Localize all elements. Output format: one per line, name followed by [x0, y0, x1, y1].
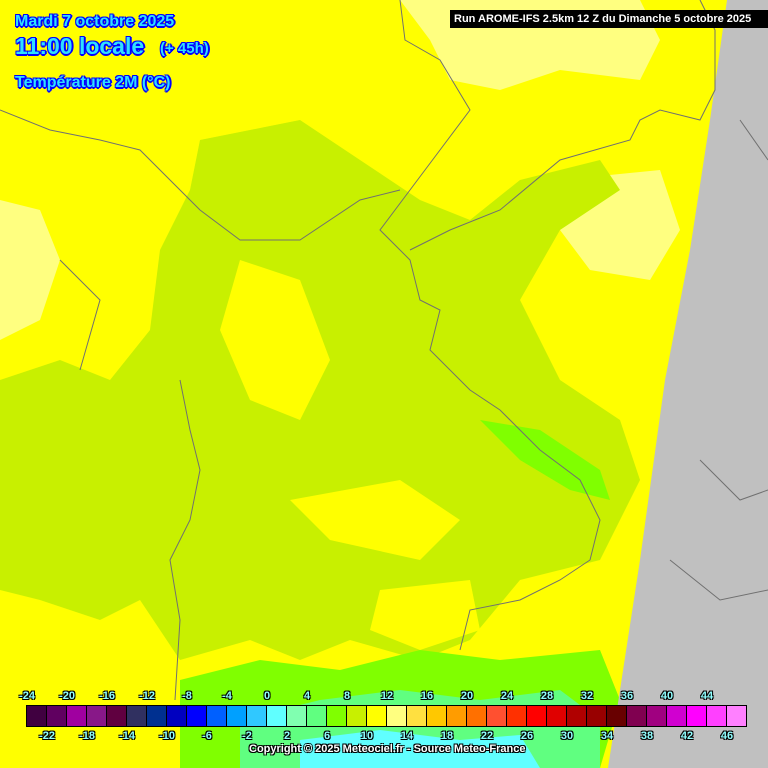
color-scale-cell — [627, 706, 647, 726]
color-scale-cell — [467, 706, 487, 726]
color-scale-cell — [307, 706, 327, 726]
scale-label-top: 32 — [580, 690, 594, 702]
scale-label-top: -24 — [19, 690, 35, 702]
scale-label-bottom: 14 — [400, 730, 414, 742]
color-scale-cell — [287, 706, 307, 726]
scale-label-bottom: 6 — [323, 730, 331, 742]
cooler-zone-east — [480, 420, 610, 500]
color-scale-cell — [247, 706, 267, 726]
scale-label-bottom: 46 — [720, 730, 734, 742]
scale-label-bottom: 22 — [480, 730, 494, 742]
color-scale-cell — [107, 706, 127, 726]
scale-label-bottom: 10 — [360, 730, 374, 742]
scale-label-top: 8 — [343, 690, 351, 702]
scale-label-top: -12 — [139, 690, 155, 702]
scale-label-bottom: 18 — [440, 730, 454, 742]
warm-patch-center — [220, 260, 330, 420]
color-scale-cell — [427, 706, 447, 726]
scale-label-top: 40 — [660, 690, 674, 702]
color-scale-cell — [507, 706, 527, 726]
scale-label-bottom: 42 — [680, 730, 694, 742]
color-scale-cell — [447, 706, 467, 726]
color-scale-cell — [727, 706, 746, 726]
color-scale-cell — [207, 706, 227, 726]
scale-label-top: -20 — [59, 690, 75, 702]
color-scale-cell — [267, 706, 287, 726]
color-scale-cell — [527, 706, 547, 726]
color-scale-cell — [347, 706, 367, 726]
scale-label-top: 12 — [380, 690, 394, 702]
scale-label-bottom: 26 — [520, 730, 534, 742]
color-scale-cell — [667, 706, 687, 726]
color-scale-cell — [327, 706, 347, 726]
scale-label-top: 44 — [700, 690, 714, 702]
scale-label-bottom: -10 — [159, 730, 175, 742]
forecast-date: Mardi 7 octobre 2025 — [15, 13, 175, 30]
color-scale-cell — [607, 706, 627, 726]
color-scale-cell — [547, 706, 567, 726]
color-scale-cell — [567, 706, 587, 726]
color-scale-cell — [47, 706, 67, 726]
scale-label-bottom: -2 — [242, 730, 252, 742]
color-scale-cell — [187, 706, 207, 726]
colder-zone-mountains — [300, 730, 540, 768]
color-scale-cell — [227, 706, 247, 726]
scale-label-top: 16 — [420, 690, 434, 702]
scale-label-top: 28 — [540, 690, 554, 702]
scale-label-top: -4 — [222, 690, 232, 702]
warm-patch-southeast — [370, 580, 480, 650]
borders — [0, 0, 768, 701]
color-scale-cell — [487, 706, 507, 726]
scale-label-bottom: 30 — [560, 730, 574, 742]
scale-label-top: -16 — [99, 690, 115, 702]
scale-label-top: 24 — [500, 690, 514, 702]
outside-domain — [608, 0, 768, 768]
color-scale-cell — [687, 706, 707, 726]
mild-zone-west — [0, 200, 60, 340]
color-scale-cell — [167, 706, 187, 726]
scale-label-top: -8 — [182, 690, 192, 702]
color-scale-cell — [367, 706, 387, 726]
color-scale-cell — [407, 706, 427, 726]
copyright-text: Copyright © 2025 Meteociel.fr - Source M… — [249, 743, 526, 755]
color-scale-cell — [87, 706, 107, 726]
scale-label-top: 0 — [263, 690, 271, 702]
forecast-time: 11:00 locale — [15, 33, 145, 59]
cool-zone-center — [0, 120, 640, 660]
forecast-lead-time: (+ 45h) — [160, 40, 209, 57]
parameter-title: Température 2M (°C) — [15, 74, 171, 91]
color-scale-cell — [67, 706, 87, 726]
color-scale-cell — [147, 706, 167, 726]
color-scale-cell — [387, 706, 407, 726]
scale-label-top: 20 — [460, 690, 474, 702]
color-scale-cell — [587, 706, 607, 726]
color-scale-cell — [127, 706, 147, 726]
color-scale-cell — [707, 706, 727, 726]
scale-label-bottom: -22 — [39, 730, 55, 742]
color-scale-cell — [27, 706, 47, 726]
color-scale-bar — [26, 705, 747, 727]
scale-label-bottom: 34 — [600, 730, 614, 742]
model-run-label: Run AROME-IFS 2.5km 12 Z du Dimanche 5 o… — [450, 10, 768, 28]
color-scale-cell — [647, 706, 667, 726]
scale-label-bottom: -6 — [202, 730, 212, 742]
scale-label-bottom: -18 — [79, 730, 95, 742]
scale-label-bottom: -14 — [119, 730, 135, 742]
scale-label-top: 36 — [620, 690, 634, 702]
warm-patch-south — [290, 480, 460, 560]
scale-label-top: 4 — [303, 690, 311, 702]
scale-label-bottom: 2 — [283, 730, 291, 742]
scale-label-bottom: 38 — [640, 730, 654, 742]
